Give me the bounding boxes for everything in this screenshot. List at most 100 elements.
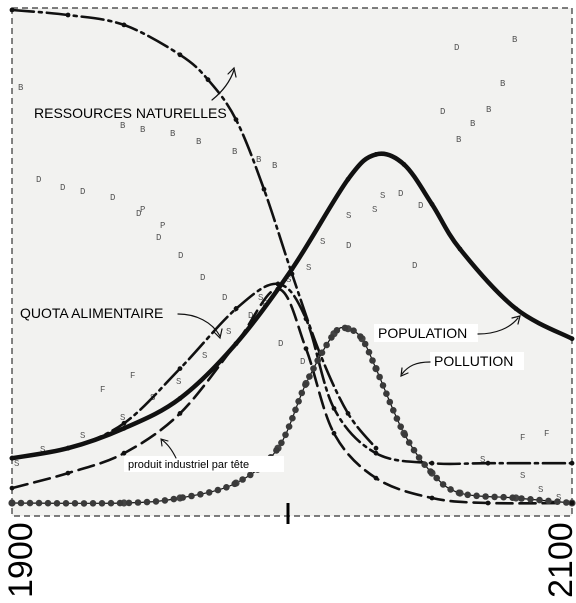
pollution-dot	[35, 499, 43, 507]
plot-letter-mark: B	[256, 155, 262, 165]
series-point-quota-alimentaire	[65, 445, 71, 451]
plot-letter-mark: D	[136, 209, 141, 219]
plot-letter-mark: D	[346, 241, 351, 251]
pollution-dot	[563, 499, 570, 506]
plot-letter-mark: S	[40, 445, 45, 455]
pollution-dot	[527, 496, 534, 503]
x-tick-label-end: 2100	[542, 522, 576, 598]
series-point-population	[513, 306, 519, 312]
pollution-dot	[298, 389, 306, 397]
series-point-quota-alimentaire	[569, 460, 575, 466]
plot-letter-mark: B	[120, 121, 126, 131]
plot-letter-mark: D	[110, 193, 115, 203]
plot-letter-mark: D	[454, 43, 459, 53]
pollution-dot	[455, 489, 463, 497]
pollution-dot	[134, 499, 142, 506]
label-ressources-naturelles: RESSOURCES NATURELLES	[34, 105, 227, 121]
plot-letter-mark: F	[520, 433, 525, 443]
annotation-ressources: RESSOURCES NATURELLES	[34, 66, 237, 121]
series-line-ressources-naturelles	[10, 8, 378, 450]
series-point-produit-industriel-par-t-te	[569, 500, 575, 506]
plot-frame	[11, 7, 573, 517]
series-markers	[8, 7, 576, 507]
series-point-ressources-naturelles	[289, 271, 295, 277]
plot-letter-mark: D	[398, 189, 403, 199]
x-tick-label-start: 1900	[2, 522, 40, 598]
pollution-dot	[518, 495, 525, 502]
series-point-produit-industriel-par-t-te	[303, 346, 309, 351]
plot-letter-mark: B	[232, 147, 238, 157]
series-point-quota-alimentaire	[485, 460, 491, 466]
plot-letter-mark: D	[36, 175, 41, 185]
series-point-ressources-naturelles	[121, 22, 127, 28]
plot-letter-mark: B	[196, 137, 202, 147]
plot-letter-mark: D	[248, 311, 253, 321]
annotation-pollution: POLLUTION	[400, 352, 524, 377]
series-point-population	[121, 425, 127, 431]
pollution-dot	[509, 494, 516, 502]
pollution-dot	[357, 333, 364, 340]
pollution-dot	[464, 491, 472, 499]
pollution-dot	[17, 499, 25, 507]
label-quota-alimentaire: QUOTA ALIMENTAIRE	[20, 305, 163, 321]
pollution-dot	[116, 499, 124, 507]
plot-letter-mark: S	[372, 205, 377, 215]
plot-letter-mark: F	[100, 385, 105, 395]
plot-letter-mark: S	[258, 293, 263, 303]
plot-letter-mark: S	[120, 413, 125, 423]
pollution-dot	[328, 334, 335, 341]
plot-letter-mark: D	[200, 273, 205, 283]
pollution-dot	[361, 340, 369, 348]
plot-letter-mark: S	[556, 493, 561, 503]
series-point-produit-industriel-par-t-te	[485, 500, 491, 506]
pollution-dot	[554, 498, 561, 506]
plot-letter-mark: S	[202, 351, 207, 361]
series-line-population	[9, 151, 575, 461]
series-point-population	[401, 162, 407, 167]
pollution-dot	[369, 357, 376, 364]
pollution-dot	[439, 481, 447, 488]
series-point-produit-industriel-par-t-te	[65, 470, 71, 476]
pollution-dot	[379, 382, 387, 389]
series-point-population	[569, 336, 575, 342]
series-point-quota-alimentaire	[9, 455, 15, 461]
pollution-dot	[401, 431, 409, 439]
plot-letter-mark: B	[512, 35, 518, 45]
pollution-dot	[318, 349, 326, 357]
plot-letter-mark: S	[226, 327, 231, 337]
pollution-dot	[376, 373, 383, 381]
series-point-quota-alimentaire	[177, 366, 183, 371]
pollution-dot	[491, 493, 498, 501]
plot-letter-mark: D	[412, 261, 417, 271]
pollution-dot	[98, 500, 106, 507]
plot-letter-mark: S	[480, 455, 485, 465]
plot-letter-mark: B	[500, 79, 506, 89]
pollution-dot	[536, 496, 543, 504]
plot-letter-mark: D	[156, 233, 161, 243]
pollution-dot	[393, 415, 401, 422]
plot-letter-mark: D	[440, 107, 445, 117]
pollution-dot	[390, 407, 397, 414]
pollution-dot	[282, 431, 289, 439]
series-point-ressources-naturelles	[233, 117, 239, 122]
pollution-dot	[53, 500, 61, 507]
pollution-dot	[333, 327, 341, 334]
plot-letter-mark: F	[130, 371, 135, 381]
plot-letter-mark: D	[178, 251, 183, 261]
plot-letter-mark: S	[306, 263, 311, 273]
plot-letter-mark: B	[272, 161, 278, 171]
series-point-quota-alimentaire	[121, 420, 127, 426]
pollution-dot	[273, 447, 280, 454]
series-point-ressources-naturelles	[373, 445, 379, 451]
plot-letter-mark: S	[286, 275, 291, 285]
pollution-dot	[372, 365, 380, 373]
plot-letter-mark: D	[300, 357, 305, 367]
pollution-dot	[26, 499, 34, 507]
pollution-dot	[89, 500, 97, 507]
series-point-produit-industriel-par-t-te	[9, 485, 15, 491]
pollution-dot	[278, 439, 285, 447]
pollution-dot	[295, 398, 302, 405]
series-point-population	[289, 266, 295, 272]
annotation-quota: QUOTA ALIMENTAIRE	[20, 305, 223, 340]
